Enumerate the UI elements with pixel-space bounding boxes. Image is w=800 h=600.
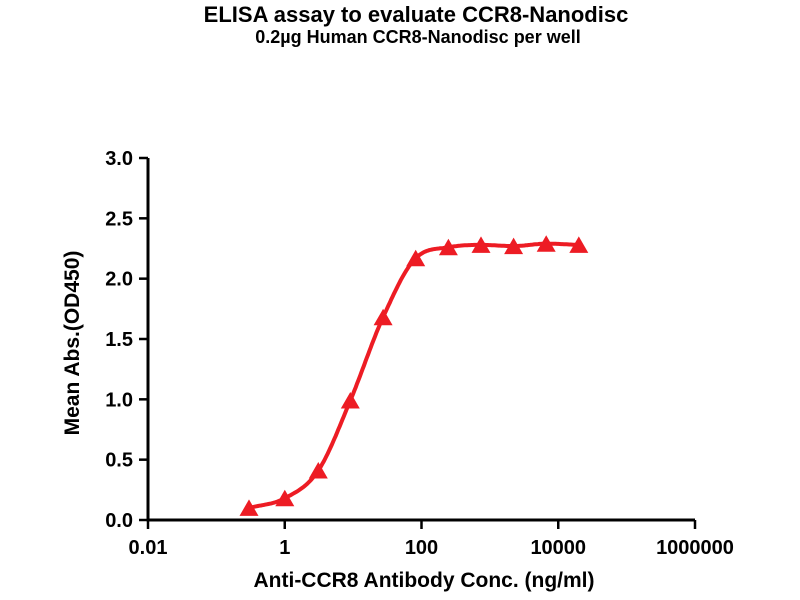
axes-spines [146, 158, 695, 522]
data-point-marker [308, 462, 328, 479]
y-tick-label: 2.5 [105, 208, 133, 230]
chart-title: ELISA assay to evaluate CCR8-Nanodisc [203, 2, 629, 27]
y-tick-label: 2.0 [105, 269, 133, 291]
x-tick-label: 1000000 [656, 537, 734, 559]
data-point-marker [275, 489, 295, 507]
y-tick-label: 0.0 [105, 510, 133, 532]
x-tick-label: 100 [405, 537, 438, 559]
x-tick-label: 10000 [530, 537, 586, 559]
chart-subtitle: 0.2µg Human CCR8-Nanodisc per well [255, 27, 581, 47]
y-tick-label: 3.0 [105, 148, 133, 170]
data-point-marker [239, 499, 259, 516]
data-point-marker [438, 238, 458, 256]
data-point-marker [406, 249, 426, 267]
data-point-marker [373, 308, 393, 326]
y-tick-label: 0.5 [105, 450, 133, 472]
x-axis-label: Anti-CCR8 Antibody Conc. (ng/ml) [253, 569, 595, 592]
x-tick-label: 1 [279, 537, 290, 559]
fit-curve [247, 241, 581, 510]
data-point-marker [340, 392, 360, 409]
data-point-marker [471, 236, 491, 253]
y-tick-label: 1.5 [105, 329, 133, 351]
data-point-marker [504, 237, 524, 255]
data-point-marker [536, 235, 556, 252]
x-tick-label: 0.01 [129, 537, 168, 559]
data-point-marker [569, 236, 589, 253]
y-tick-label: 1.0 [105, 389, 133, 411]
